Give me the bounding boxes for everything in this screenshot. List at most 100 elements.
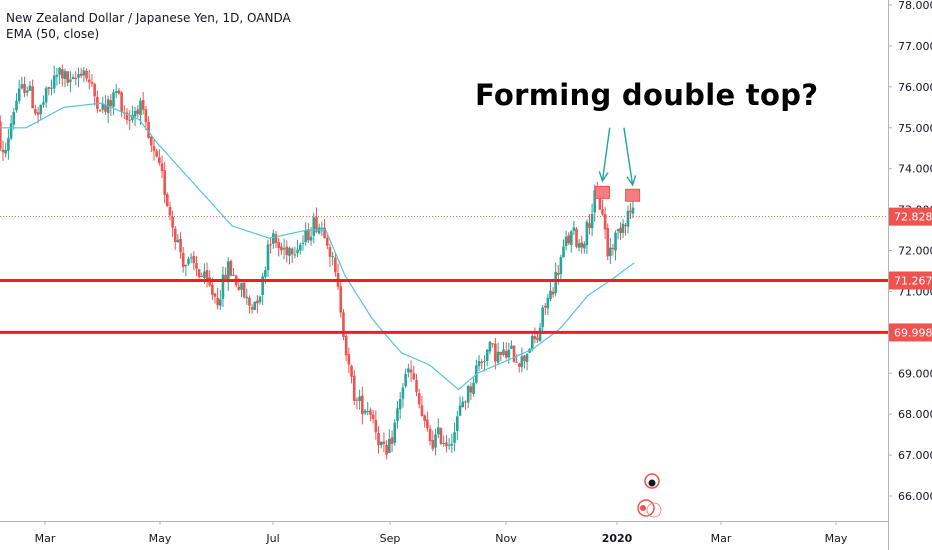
candle <box>288 246 291 265</box>
candle <box>488 340 492 355</box>
candle <box>339 279 343 318</box>
candle <box>197 268 201 279</box>
candle <box>96 90 99 113</box>
candle <box>274 231 278 248</box>
candle <box>181 246 185 273</box>
indicator-label[interactable]: EMA (50, close) <box>6 27 100 41</box>
x-tick-label: Nov <box>495 532 517 545</box>
candle <box>218 289 222 310</box>
candle <box>31 79 34 109</box>
candle <box>398 391 402 420</box>
candle <box>261 272 264 305</box>
candle <box>17 80 21 105</box>
candle <box>431 430 435 452</box>
x-tick-label: Mar <box>35 532 56 545</box>
y-tick-label: 74.000 <box>898 163 932 176</box>
candle <box>499 351 503 362</box>
candle <box>601 199 604 216</box>
candle <box>0 115 2 152</box>
candle <box>44 86 48 108</box>
candle <box>510 340 513 350</box>
candle <box>242 282 246 299</box>
candle <box>461 396 465 408</box>
x-tick-label: Sep <box>380 532 401 545</box>
level-price-tag[interactable]: 69.998 <box>889 323 932 342</box>
candle <box>355 397 359 410</box>
candle <box>248 295 251 314</box>
candle <box>379 441 383 449</box>
candle <box>420 395 424 417</box>
candle <box>307 223 310 244</box>
candle <box>20 76 24 90</box>
candle <box>559 254 563 281</box>
candle <box>66 71 69 87</box>
candle <box>358 389 361 410</box>
candle <box>12 108 16 130</box>
candle <box>317 223 321 235</box>
candle <box>296 239 299 257</box>
candle <box>258 295 262 305</box>
candle <box>477 355 481 372</box>
candle <box>393 418 397 446</box>
candle <box>213 293 217 304</box>
candle <box>315 207 318 234</box>
candle <box>530 331 534 352</box>
candle <box>47 86 51 96</box>
candle <box>192 251 196 271</box>
candle <box>133 106 137 127</box>
candle <box>606 223 610 261</box>
candle <box>282 238 286 260</box>
candle <box>491 343 494 348</box>
candle <box>624 222 627 236</box>
candle <box>412 365 416 381</box>
annotation-layer <box>594 127 641 202</box>
candle <box>304 222 307 246</box>
candle <box>52 65 56 94</box>
candle <box>63 68 67 88</box>
candle <box>546 294 550 316</box>
top-marker[interactable] <box>625 188 641 202</box>
candle <box>371 409 375 424</box>
candle <box>285 240 289 263</box>
candle <box>472 377 475 397</box>
candle <box>447 438 451 450</box>
candle <box>517 362 521 373</box>
level-price-tag[interactable]: 71.267 <box>889 271 932 290</box>
candle <box>160 155 164 179</box>
top-marker[interactable] <box>594 185 610 199</box>
candle <box>611 243 615 256</box>
candle <box>361 386 364 425</box>
events-icon[interactable] <box>637 473 662 518</box>
candle <box>374 410 378 440</box>
last-price-tag[interactable]: 72.828 <box>889 207 932 226</box>
candle <box>377 426 380 454</box>
candle <box>290 247 294 263</box>
candle <box>136 105 140 118</box>
candle <box>128 110 132 130</box>
candle <box>221 266 225 307</box>
candle <box>466 384 470 408</box>
candle <box>328 243 332 267</box>
candle <box>152 138 156 161</box>
candle <box>77 67 80 88</box>
candle <box>112 89 115 116</box>
candle <box>385 440 388 460</box>
candle <box>163 161 166 204</box>
candle <box>533 327 537 344</box>
candle <box>79 67 83 79</box>
annotation-arrow[interactable] <box>598 127 611 183</box>
y-tick-label: 66.000 <box>898 490 932 503</box>
candle <box>149 136 153 153</box>
svg-text:71.267: 71.267 <box>894 274 932 287</box>
annotation-arrow[interactable] <box>623 127 637 187</box>
candle <box>564 230 568 251</box>
candle <box>224 267 227 282</box>
x-tick-label: Jul <box>265 532 279 545</box>
candle <box>168 201 172 221</box>
candle <box>312 212 316 244</box>
candle <box>187 256 190 266</box>
candle <box>382 432 386 453</box>
candle <box>469 382 473 400</box>
